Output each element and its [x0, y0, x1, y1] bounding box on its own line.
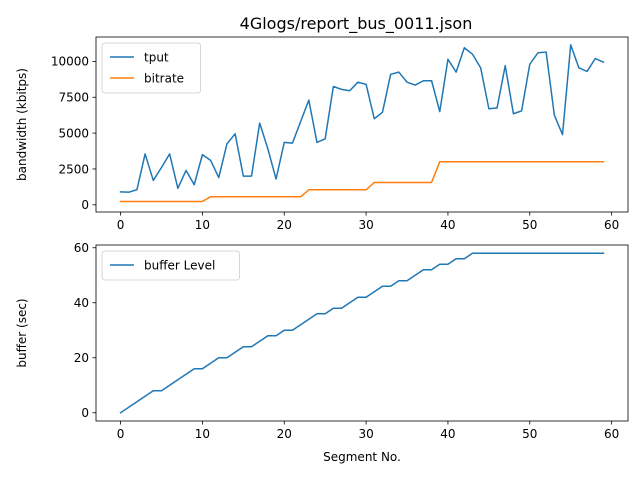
x-tick-label: 0 [117, 427, 125, 441]
series-line-bitrate [119, 161, 605, 203]
x-tick-label: 50 [522, 427, 537, 441]
y-tick-label: 20 [74, 351, 89, 365]
x-tick-label: 40 [440, 218, 455, 232]
y-tick-label: 2500 [58, 162, 89, 176]
x-tick-label: 10 [195, 427, 210, 441]
y-tick-label: 0 [81, 198, 89, 212]
buffer-y-axis-label: buffer (sec) [15, 298, 29, 367]
y-tick-label: 0 [81, 406, 89, 420]
x-tick-label: 40 [440, 427, 455, 441]
x-tick-label: 20 [277, 427, 292, 441]
x-tick-label: 0 [117, 218, 125, 232]
y-tick-label: 40 [74, 296, 89, 310]
legend-label: buffer Level [144, 259, 215, 273]
x-tick-label: 60 [604, 218, 619, 232]
series-line-tput [119, 44, 605, 193]
buffer-plot: 0 10 20 30 40 50 60 0 20 40 60 buffer (sec) Segment … [15, 241, 629, 464]
y-tick-label: 60 [74, 241, 89, 255]
bandwidth-y-axis-label: bandwidth (kbitps) [15, 68, 29, 181]
x-tick-label: 10 [195, 218, 210, 232]
x-tick-label: 60 [604, 427, 619, 441]
x-tick-label: 50 [522, 218, 537, 232]
y-tick-label: 5000 [58, 126, 89, 140]
y-tick-label: 10000 [51, 55, 89, 69]
buffer-x-axis-label: Segment No. [323, 450, 401, 464]
y-tick-label: 7500 [58, 91, 89, 105]
bandwidth-legend [101, 42, 201, 94]
bandwidth-axes-frame [95, 36, 629, 213]
legend-label: bitrate [144, 72, 184, 86]
series-line-buffer-level [119, 252, 605, 414]
chart-title: 4Glogs/report_bus_0011.json [240, 14, 473, 34]
x-tick-label: 20 [277, 218, 292, 232]
bandwidth-plot: 0 10 20 30 40 50 60 0 2500 5000 7500 10000 bandwidth… [15, 36, 629, 232]
buffer-axes-frame [95, 244, 629, 422]
legend-label: tput [144, 51, 169, 65]
buffer-legend [101, 250, 241, 281]
x-tick-label: 30 [358, 218, 373, 232]
x-tick-label: 30 [358, 427, 373, 441]
